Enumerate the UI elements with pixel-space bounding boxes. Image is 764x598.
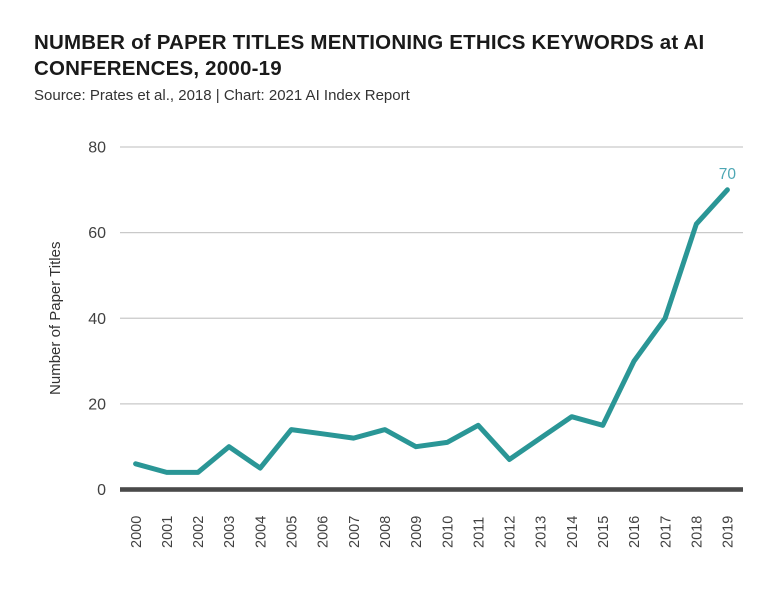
x-tick-label: 2018	[689, 516, 705, 548]
x-tick-label: 2000	[129, 516, 145, 548]
y-tick-label: 40	[88, 311, 106, 328]
x-tick-label: 2009	[409, 516, 425, 548]
x-tick-label: 2015	[596, 516, 612, 548]
x-tick-label: 2011	[471, 517, 487, 548]
y-tick-label: 20	[88, 396, 106, 413]
chart-title-line-1: NUMBER of PAPER TITLES MENTIONING ETHICS…	[34, 31, 705, 54]
chart-source: Source: Prates et al., 2018 | Chart: 202…	[34, 87, 410, 104]
y-tick-label: 0	[97, 482, 106, 499]
x-tick-label: 2012	[503, 516, 519, 548]
x-tick-label: 2019	[721, 516, 737, 548]
y-tick-label: 60	[88, 225, 106, 242]
x-tick-label: 2005	[285, 516, 301, 548]
x-tick-label: 2006	[316, 516, 332, 548]
x-tick-label: 2002	[191, 516, 207, 548]
data-line	[133, 187, 730, 475]
x-tick-label: 2014	[565, 516, 581, 548]
x-tick-label: 2007	[347, 516, 363, 548]
last-point-label: 70	[719, 166, 737, 183]
x-axis-baseline	[120, 487, 743, 492]
x-tick-label: 2004	[253, 516, 269, 548]
x-tick-label: 2010	[440, 516, 456, 548]
x-tick-label: 2013	[534, 516, 550, 548]
x-tick-label: 2001	[160, 516, 176, 548]
y-tick-label: 80	[88, 140, 106, 157]
x-tick-label: 2008	[378, 516, 394, 548]
x-tick-label: 2017	[658, 516, 674, 548]
chart-title-line-2: CONFERENCES, 2000-19	[34, 57, 282, 80]
y-axis-title: Number of Paper Titles	[47, 242, 64, 395]
x-tick-label: 2003	[222, 516, 238, 548]
chart-header: NUMBER of PAPER TITLES MENTIONING ETHICS…	[34, 30, 750, 104]
x-tick-label: 2016	[627, 516, 643, 548]
